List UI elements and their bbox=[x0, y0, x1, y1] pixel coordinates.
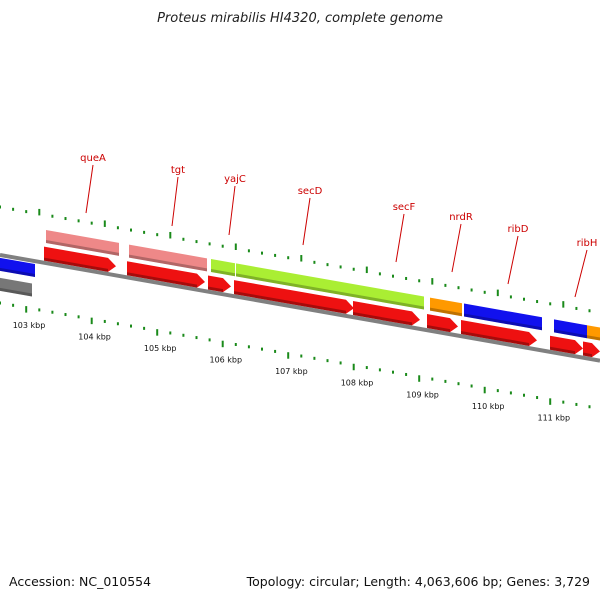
cds-arrow-yajC bbox=[208, 275, 231, 293]
gene-box-yajC bbox=[211, 259, 235, 277]
gene-label-nrdR: nrdR bbox=[449, 212, 473, 223]
gene-box-ribD bbox=[464, 303, 542, 331]
kbp-label: 110 kbp bbox=[472, 402, 505, 411]
cds-arrow-tgt bbox=[127, 261, 205, 288]
kbp-label: 105 kbp bbox=[144, 344, 177, 353]
left-feature-blue bbox=[0, 257, 35, 278]
leader-line-tgt bbox=[171, 176, 179, 227]
accession-text: Accession: NC_010554 bbox=[9, 574, 151, 589]
backbone bbox=[0, 253, 600, 363]
cds-track bbox=[44, 246, 600, 358]
kbp-label: 108 kbp bbox=[341, 379, 374, 388]
cds-arrow-ribD bbox=[461, 320, 537, 346]
cds-arrow-secF bbox=[353, 301, 420, 326]
kbp-label: 107 kbp bbox=[275, 367, 308, 376]
inner-tick-track bbox=[0, 301, 591, 409]
leader-line-nrdR bbox=[451, 223, 462, 273]
cds-arrow-partial-right bbox=[583, 341, 600, 358]
kbp-label: 106 kbp bbox=[209, 356, 242, 365]
cds-arrow-secD bbox=[234, 280, 354, 314]
gene-label-secF: secF bbox=[393, 202, 416, 213]
outer-tick-track bbox=[0, 205, 591, 313]
leader-line-ribH bbox=[574, 249, 588, 298]
gene-label-yajC: yajC bbox=[224, 174, 246, 185]
gene-label-tgt: tgt bbox=[171, 165, 185, 176]
genome-title: Proteus mirabilis HI4320, complete genom… bbox=[157, 11, 443, 26]
gene-label-queA: queA bbox=[80, 153, 106, 164]
gene-box-partial-right bbox=[587, 325, 600, 341]
backbone-line bbox=[0, 253, 600, 363]
gene-box-ribH bbox=[554, 319, 587, 339]
left-features bbox=[0, 257, 35, 297]
leader-line-yajC bbox=[228, 185, 236, 236]
leader-line-ribD bbox=[507, 235, 519, 285]
kbp-label: 109 kbp bbox=[406, 390, 439, 399]
left-feature-grey bbox=[0, 277, 32, 297]
gene-box-tgt bbox=[129, 244, 207, 272]
kbp-label: 103 kbp bbox=[13, 321, 46, 330]
gene-label-ribH: ribH bbox=[577, 238, 598, 249]
leader-line-secF bbox=[395, 213, 405, 263]
gene-label-ribD: ribD bbox=[508, 224, 529, 235]
gene-box-secD bbox=[236, 263, 424, 310]
kbp-label: 111 kbp bbox=[537, 413, 570, 422]
leader-line-secD bbox=[302, 197, 311, 246]
leader-line-queA bbox=[85, 164, 94, 214]
gene-labels: queA tgt yajC secD secF nrdR ribD ribH bbox=[80, 153, 598, 298]
gene-box-queA bbox=[46, 229, 119, 256]
gene-box-nrdR bbox=[430, 297, 462, 317]
kbp-label: 104 kbp bbox=[78, 333, 111, 342]
genome-stats-text: Topology: circular; Length: 4,063,606 bp… bbox=[246, 574, 590, 589]
cds-arrow-ribH bbox=[550, 335, 583, 355]
kbp-labels: 103 kbp 104 kbp 105 kbp 106 kbp 107 kbp 108 k… bbox=[13, 321, 570, 422]
gene-label-secD: secD bbox=[298, 186, 323, 197]
cds-arrow-queA bbox=[44, 246, 116, 272]
cds-arrow-nrdR bbox=[427, 314, 458, 333]
gene-track bbox=[46, 229, 600, 341]
